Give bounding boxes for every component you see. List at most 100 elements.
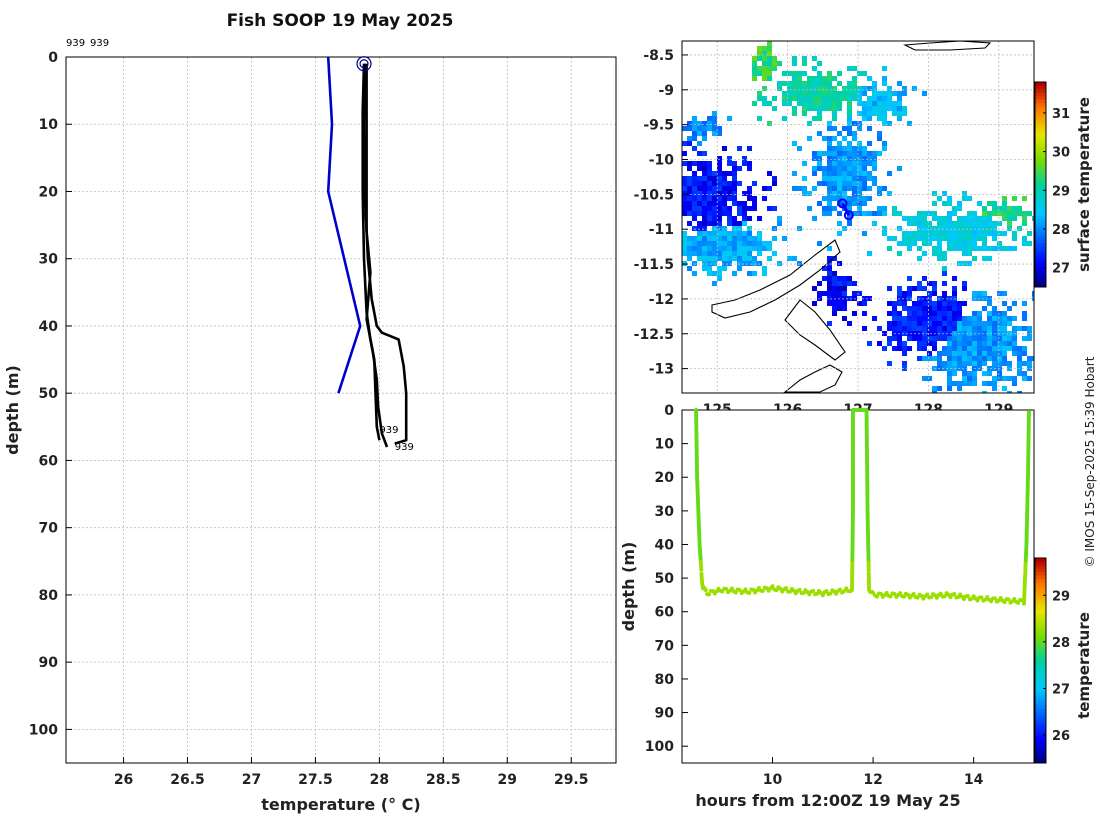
map-sst-cell: [687, 141, 692, 146]
map-sst-cell: [747, 166, 752, 171]
map-sst-cell: [717, 236, 722, 241]
map-sst-cell: [967, 346, 972, 351]
map-sst-cell: [717, 206, 722, 211]
map-sst-cell: [857, 91, 862, 96]
map-sst-cell: [917, 296, 922, 301]
map-sst-cell: [892, 321, 897, 326]
map-sst-cell: [802, 186, 807, 191]
map-sst-cell: [707, 236, 712, 241]
section-colorbar-segment: [1035, 605, 1046, 610]
map-sst-cell: [737, 206, 742, 211]
map-sst-cell: [932, 306, 937, 311]
map-sst-cell: [872, 176, 877, 181]
section-y-tick-label: 100: [645, 739, 674, 755]
map-sst-cell: [957, 381, 962, 386]
map-sst-cell: [847, 156, 852, 161]
map-sst-cell: [937, 231, 942, 236]
map-colorbar-tick-label: 29: [1052, 184, 1070, 199]
map-sst-cell: [937, 351, 942, 356]
map-sst-cell: [687, 201, 692, 206]
map-sst-cell: [982, 296, 987, 301]
map-sst-cell: [977, 356, 982, 361]
profile-series-line-0: [326, 56, 362, 394]
map-colorbar-segment: [1035, 283, 1046, 288]
map-sst-cell: [792, 91, 797, 96]
map-sst-cell: [917, 286, 922, 291]
map-sst-cell: [912, 236, 917, 241]
map-sst-cell: [927, 296, 932, 301]
map-sst-cell: [932, 386, 937, 391]
map-sst-cell: [962, 351, 967, 356]
map-sst-cell: [817, 291, 822, 296]
map-sst-cell: [882, 231, 887, 236]
map-sst-cell: [1027, 376, 1032, 381]
map-sst-cell: [872, 91, 877, 96]
map-sst-cell: [712, 241, 717, 246]
map-sst-cell: [792, 76, 797, 81]
map-sst-cell: [762, 241, 767, 246]
map-y-tick-label: -9.5: [643, 118, 674, 134]
map-sst-cell: [707, 231, 712, 236]
map-sst-cell: [977, 316, 982, 321]
map-sst-cell: [737, 261, 742, 266]
map-sst-cell: [707, 246, 712, 251]
map-sst-cell: [912, 311, 917, 316]
map-sst-cell: [707, 271, 712, 276]
map-sst-cell: [742, 161, 747, 166]
map-sst-cell: [862, 311, 867, 316]
map-colorbar-segment: [1035, 88, 1046, 93]
map-sst-cell: [712, 116, 717, 121]
map-sst-cell: [937, 336, 942, 341]
map-sst-cell: [832, 111, 837, 116]
section-y-tick-label: 10: [655, 437, 675, 453]
map-sst-cell: [907, 326, 912, 331]
map-sst-cell: [947, 371, 952, 376]
map-sst-cell: [927, 211, 932, 216]
map-sst-cell: [717, 231, 722, 236]
section-trace-dot: [915, 595, 920, 600]
map-sst-cell: [837, 191, 842, 196]
map-sst-cell: [917, 231, 922, 236]
map-sst-cell: [1012, 231, 1017, 236]
section-colorbar-tick-label: 26: [1052, 729, 1070, 744]
map-sst-cell: [967, 336, 972, 341]
map-sst-cell: [882, 66, 887, 71]
section-trace-dot: [898, 591, 903, 596]
map-sst-cell: [1027, 211, 1032, 216]
map-sst-cell: [977, 296, 982, 301]
map-track-end-marker: [843, 210, 854, 221]
map-sst-cell: [862, 161, 867, 166]
map-sst-cell: [942, 311, 947, 316]
map-sst-cell: [952, 226, 957, 231]
map-sst-cell: [712, 261, 717, 266]
map-sst-cell: [877, 111, 882, 116]
map-sst-cell: [1017, 356, 1022, 361]
map-sst-cell: [942, 266, 947, 271]
map-sst-cell: [902, 331, 907, 336]
map-sst-cell: [922, 301, 927, 306]
map-sst-cell: [982, 231, 987, 236]
map-sst-cell: [967, 326, 972, 331]
map-colorbar-segment: [1035, 99, 1046, 103]
map-sst-cell: [882, 206, 887, 211]
map-sst-cell: [852, 296, 857, 301]
map-sst-cell: [847, 141, 852, 146]
map-sst-cell: [922, 276, 927, 281]
map-y-tick-label: -11: [649, 222, 674, 238]
map-sst-cell: [742, 221, 747, 226]
profile-y-tick-label: 100: [29, 722, 58, 738]
map-sst-cell: [757, 51, 762, 56]
map-sst-cell: [982, 226, 987, 231]
map-sst-cell: [817, 296, 822, 301]
section-y-tick-label: 30: [655, 504, 675, 520]
map-sst-cell: [1027, 331, 1032, 336]
map-sst-cell: [877, 211, 882, 216]
map-sst-cell: [937, 326, 942, 331]
map-sst-cell: [737, 166, 742, 171]
map-sst-cell: [802, 191, 807, 196]
map-sst-cell: [942, 306, 947, 311]
map-sst-cell: [917, 346, 922, 351]
map-sst-cell: [797, 186, 802, 191]
map-sst-cell: [697, 126, 702, 131]
map-sst-cell: [927, 221, 932, 226]
